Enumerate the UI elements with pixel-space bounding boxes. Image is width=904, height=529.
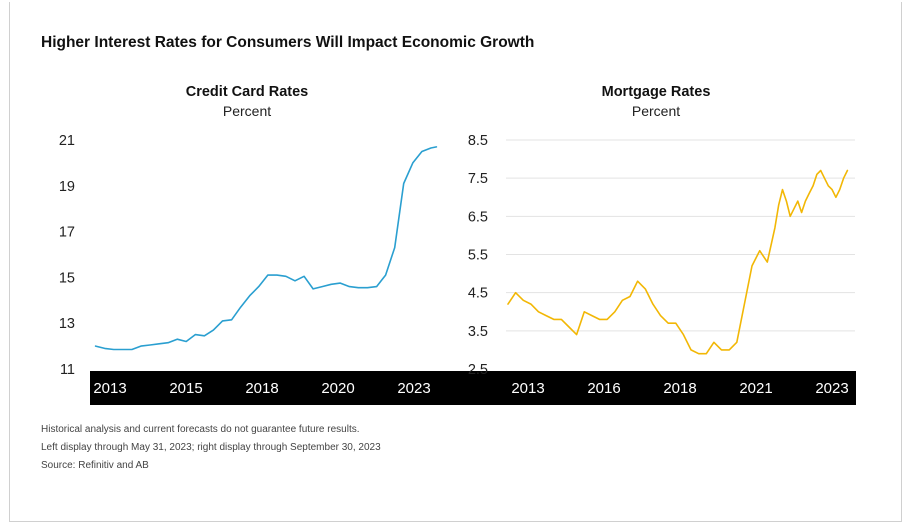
- mortgage-y-tick-label: 3.5: [468, 324, 488, 340]
- footnote-date-range: Left display through May 31, 2023; right…: [41, 442, 381, 453]
- mortgage-x-tick-label: 2018: [663, 380, 696, 397]
- mortgage-series-line: [507, 169, 849, 355]
- credit-y-tick-label: 17: [59, 225, 75, 241]
- credit-y-tick-label: 15: [59, 270, 75, 286]
- right-chart-subtitle: Percent: [631, 103, 681, 119]
- credit-y-tick-label: 19: [59, 179, 75, 195]
- credit-x-tick-label: 2018: [245, 380, 278, 397]
- left-chart-subtitle: Percent: [222, 103, 272, 119]
- credit-x-tick-label: 2013: [93, 380, 126, 397]
- left-chart-title: Credit Card Rates: [185, 84, 309, 100]
- mortgage-y-tick-label: 5.5: [468, 248, 488, 264]
- mortgage-y-tick-label: 7.5: [468, 171, 488, 187]
- mortgage-x-tick-label: 2013: [511, 380, 544, 397]
- mortgage-y-tick-label: 6.5: [468, 209, 488, 225]
- credit-x-axis-band: [90, 371, 528, 405]
- mortgage-x-tick-label: 2016: [587, 380, 620, 397]
- footnote-disclaimer: Historical analysis and current forecast…: [41, 424, 360, 435]
- mortgage-x-axis-band: [506, 371, 856, 405]
- main-title: Higher Interest Rates for Consumers Will…: [41, 34, 535, 51]
- chart-frame: [9, 2, 902, 522]
- credit-series-line: [94, 146, 438, 351]
- mortgage-x-tick-label: 2021: [739, 380, 772, 397]
- mortgage-x-tick-label: 2023: [815, 380, 848, 397]
- credit-x-tick-label: 2023: [397, 380, 430, 397]
- credit-x-tick-label: 2015: [169, 380, 202, 397]
- credit-x-tick-label: 2020: [321, 380, 354, 397]
- mortgage-y-tick-label: 4.5: [468, 286, 488, 302]
- mortgage-y-tick-label: 8.5: [468, 133, 488, 149]
- credit-y-tick-label: 13: [59, 316, 75, 332]
- credit-y-tick-label: 11: [60, 362, 75, 378]
- footnote-source: Source: Refinitiv and AB: [41, 460, 149, 471]
- right-chart-title: Mortgage Rates: [601, 84, 711, 100]
- credit-y-tick-label: 21: [59, 133, 75, 149]
- mortgage-y-tick-label: 2.5: [468, 362, 488, 378]
